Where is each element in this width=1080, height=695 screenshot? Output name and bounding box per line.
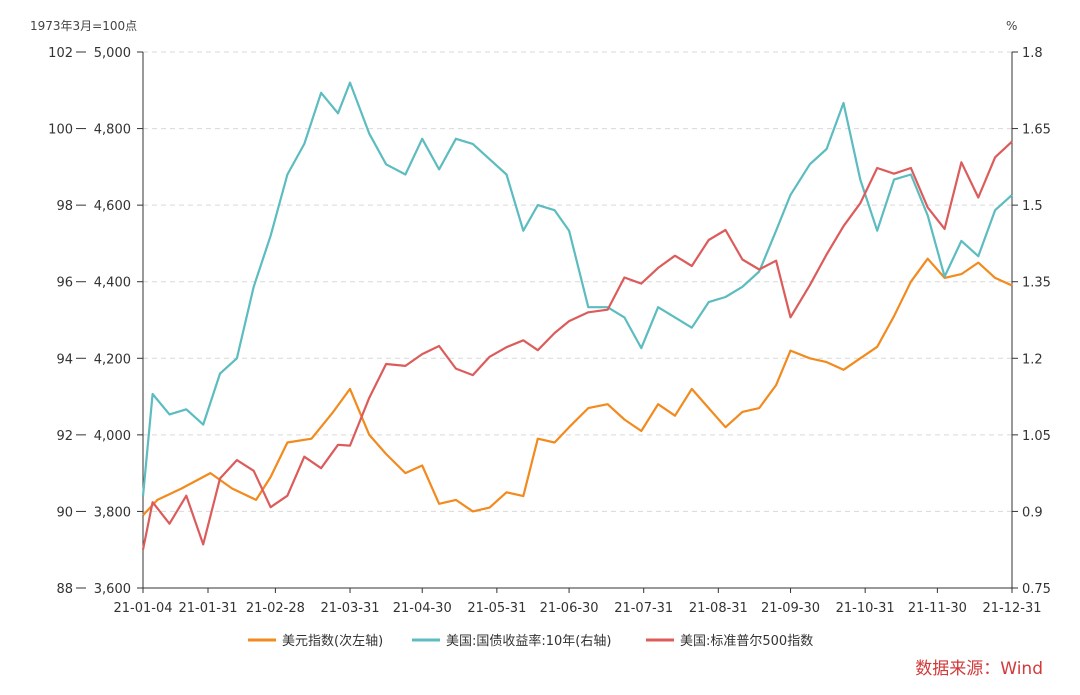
outer-left-tick-label: 88 (56, 582, 73, 597)
series-line (142, 257, 1013, 517)
right-tick-label: 1.05 (1022, 429, 1051, 444)
x-tick-label: 21-06-30 (540, 601, 599, 616)
legend-label: 美元指数(次左轴) (282, 633, 383, 649)
x-tick-label: 21-03-31 (321, 601, 380, 616)
outer-left-tick-label: 102 (48, 46, 73, 61)
right-tick-label: 0.9 (1022, 505, 1043, 520)
x-tick-label: 21-02-28 (246, 601, 305, 616)
legend-label: 美国:国债收益率:10年(右轴) (446, 633, 611, 649)
x-tick-label: 21-07-31 (614, 601, 673, 616)
inner-left-tick-label: 4,000 (94, 429, 131, 444)
x-tick-label: 21-08-31 (689, 601, 748, 616)
right-tick-label: 1.5 (1022, 199, 1043, 214)
x-tick-label: 21-12-31 (982, 601, 1041, 616)
outer-left-tick-label: 92 (56, 429, 73, 444)
x-tick-label: 21-11-30 (908, 601, 967, 616)
outer-left-tick-label: 94 (56, 352, 73, 367)
inner-left-tick-label: 3,600 (94, 582, 131, 597)
outer-left-tick-label: 90 (56, 505, 73, 520)
left-axis-unit: 1973年3月=100点 (30, 19, 137, 33)
inner-left-tick-label: 3,800 (94, 505, 131, 520)
axes (142, 52, 1013, 589)
series-line (141, 140, 1013, 550)
outer-left-tick-label: 96 (56, 276, 73, 291)
inner-left-tick-label: 4,200 (94, 352, 131, 367)
outer-left-tick-label: 100 (48, 123, 73, 138)
inner-left-tick-label: 5,000 (94, 46, 131, 61)
inner-left-tick-label: 4,800 (94, 123, 131, 138)
right-axis-unit: % (1006, 19, 1017, 33)
x-tick-label: 21-04-30 (393, 601, 452, 616)
x-tick-label: 21-01-04 (113, 601, 172, 616)
x-tick-label: 21-05-31 (467, 601, 526, 616)
x-tick-label: 21-09-30 (761, 601, 820, 616)
source-label: 数据来源：Wind (915, 659, 1043, 679)
inner-left-tick-label: 4,600 (94, 199, 131, 214)
legend-label: 美国:标准普尔500指数 (680, 634, 813, 649)
legend: 美元指数(次左轴) 美国:国债收益率:10年(右轴) 美国:标准普尔500指数 (248, 633, 813, 649)
right-tick-label: 1.2 (1022, 352, 1043, 367)
outer-left-tick-label: 98 (56, 199, 73, 214)
tick-labels: 102 5,000 1.8 100 4,800 1.65 98 4,600 1.5 96 4,400… (48, 46, 1051, 616)
x-tick-label: 21-10-31 (836, 601, 895, 616)
right-tick-label: 1.65 (1022, 123, 1051, 138)
right-tick-label: 1.35 (1022, 276, 1051, 291)
right-tick-label: 0.75 (1022, 582, 1051, 597)
series-lines (141, 81, 1013, 550)
inner-left-tick-label: 4,400 (94, 276, 131, 291)
x-tick-label: 21-01-31 (178, 601, 237, 616)
gridlines (143, 51, 1012, 512)
series-line (141, 81, 1013, 497)
right-tick-label: 1.8 (1022, 46, 1043, 61)
